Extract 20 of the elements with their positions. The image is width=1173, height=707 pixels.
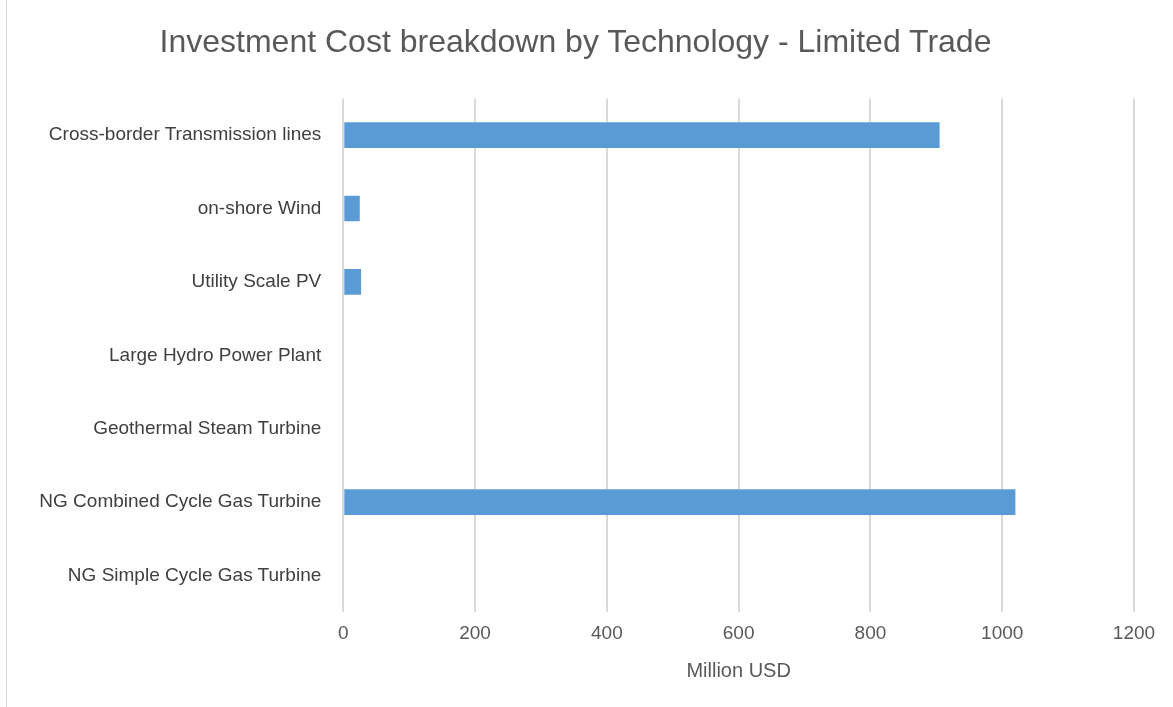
x-tick-label: 600	[722, 621, 755, 643]
x-axis-title: Million USD	[686, 658, 791, 681]
x-tick-label: 1000	[981, 621, 1024, 643]
x-tick-label: 1200	[1112, 621, 1156, 643]
bar	[344, 489, 1016, 515]
x-tick-label: 200	[459, 621, 491, 643]
y-tick-label: Utility Scale PV	[191, 270, 322, 292]
bar	[344, 122, 940, 148]
x-tick-label: 0	[338, 621, 349, 643]
chart-title: Investment Cost breakdown by Technology - Limited Trade	[159, 23, 992, 60]
x-tick-label: 800	[854, 621, 887, 643]
y-tick-label: NG Combined Cycle Gas Turbine	[39, 490, 322, 512]
bar	[344, 269, 362, 295]
y-tick-label: NG Simple Cycle Gas Turbine	[67, 563, 322, 585]
y-tick-label: on-shore Wind	[197, 196, 322, 218]
y-tick-label: Geothermal Steam Turbine	[93, 416, 322, 438]
bar	[344, 195, 360, 222]
y-tick-label: Cross-border Transmission lines	[48, 123, 322, 145]
y-tick-label: Large Hydro Power Plant	[109, 343, 323, 365]
x-tick-label: 400	[591, 621, 623, 643]
